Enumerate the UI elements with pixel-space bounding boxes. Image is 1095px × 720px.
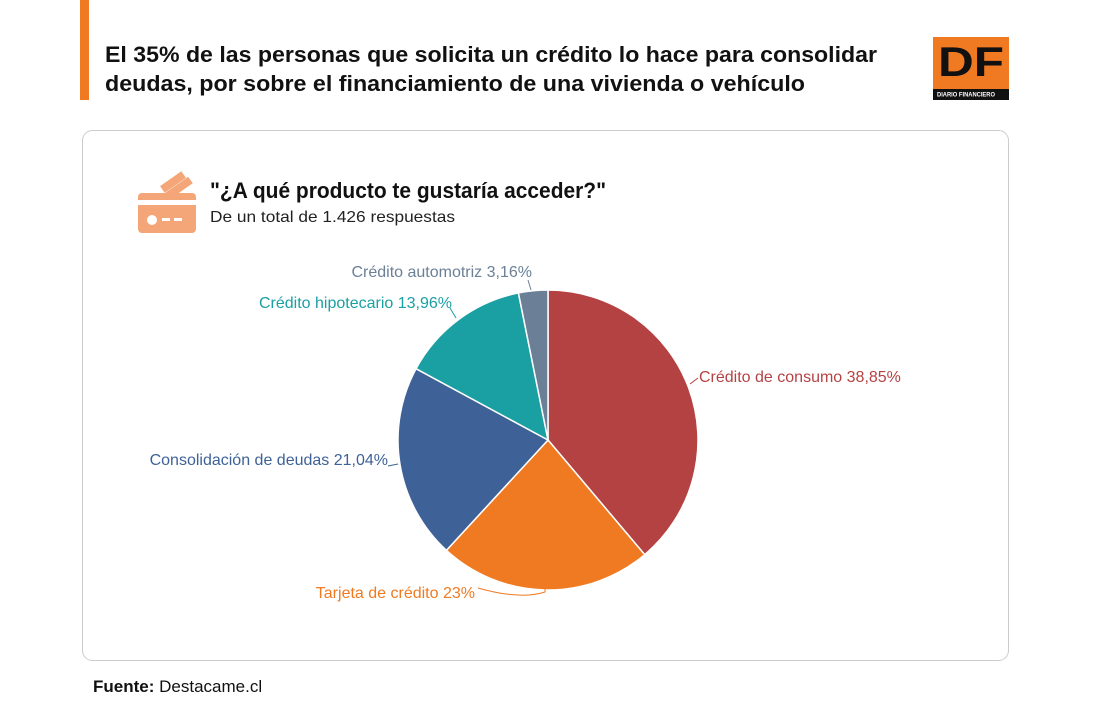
- slice-label: Crédito hipotecario 13,96%: [259, 295, 452, 312]
- leader-line: [449, 307, 457, 319]
- pie-slice: [415, 292, 550, 442]
- pie-slice: [397, 367, 550, 552]
- category-name: Crédito hipotecario: [259, 295, 393, 312]
- leader-line: [689, 377, 699, 385]
- logo-caption: DIARIO FINANCIERO: [937, 93, 995, 99]
- value-label: 38,85%: [847, 369, 901, 386]
- logo-band: [933, 89, 1009, 100]
- chart-title: "¿A qué producto te gustaría acceder?": [210, 178, 606, 203]
- category-name: Consolidación de deudas: [150, 452, 330, 469]
- slice-label: Tarjeta de crédito 23%: [316, 585, 475, 602]
- source: Fuente: Destacame.cl: [93, 677, 262, 696]
- value-label: 21,04%: [334, 452, 388, 469]
- logo-text: DF: [938, 38, 1004, 85]
- leader-line: [527, 279, 532, 291]
- chart-subtitle: De un total de 1.426 respuestas: [210, 209, 455, 226]
- pie-slice: [547, 289, 699, 556]
- card-icon: [138, 171, 196, 233]
- source-label: Fuente:: [93, 677, 154, 696]
- pie-slice: [517, 289, 549, 441]
- leader-line: [477, 585, 546, 596]
- value-label: 23%: [443, 585, 475, 602]
- value-label: 3,16%: [487, 264, 532, 281]
- leader-line: [387, 463, 399, 467]
- slice-label: Consolidación de deudas 21,04%: [150, 452, 388, 469]
- slice-label: Crédito automotriz 3,16%: [351, 264, 532, 281]
- category-name: Crédito automotriz: [351, 264, 482, 281]
- slice-label: Crédito de consumo 38,85%: [699, 369, 901, 386]
- source-text: Destacame.cl: [159, 677, 262, 696]
- value-label: 13,96%: [398, 295, 452, 312]
- category-name: Crédito de consumo: [699, 369, 842, 386]
- accent-bar: [80, 0, 89, 100]
- category-name: Tarjeta de crédito: [316, 585, 439, 602]
- header-title: El 35% de las personas que solicita un c…: [105, 42, 877, 67]
- header-title: deudas, por sobre el financiamiento de u…: [105, 71, 805, 96]
